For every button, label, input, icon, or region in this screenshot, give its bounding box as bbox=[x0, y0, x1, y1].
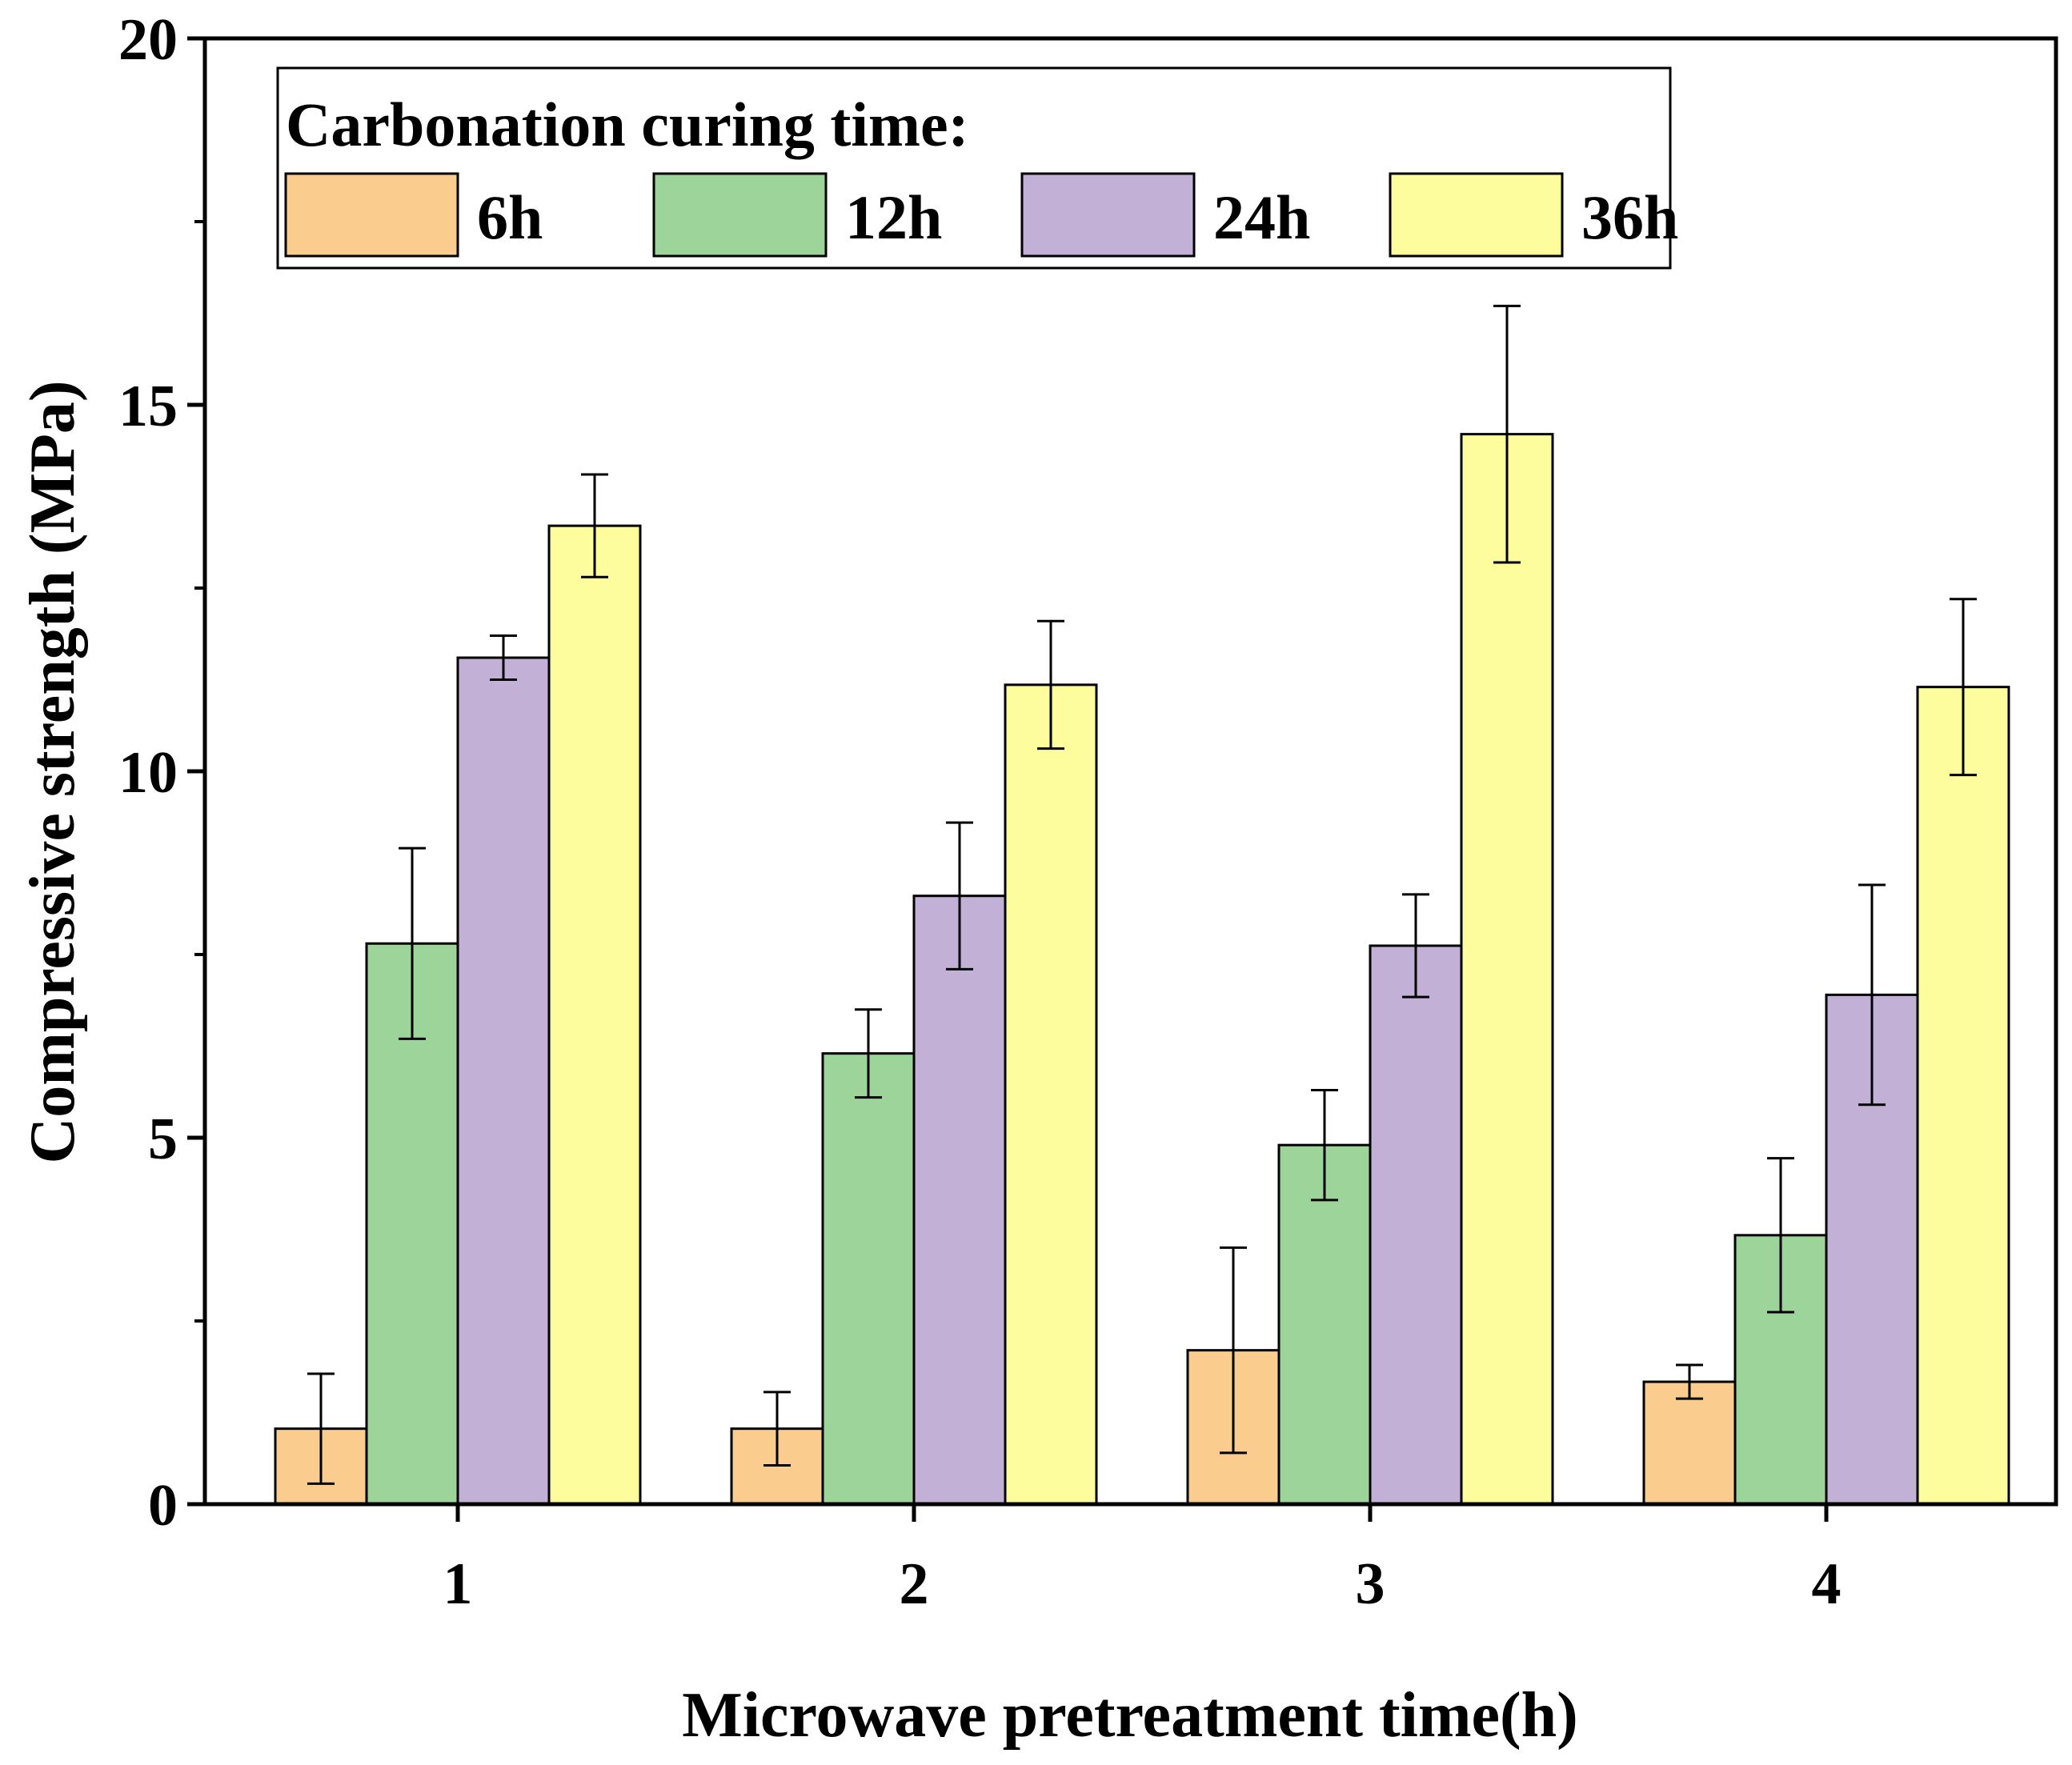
legend-item-24h: 24h bbox=[1020, 172, 1310, 258]
error-bar-12h-cat-3 bbox=[1311, 1088, 1338, 1202]
error-bar-24h-cat-1 bbox=[490, 634, 517, 681]
bar-6h-cat-4 bbox=[1642, 1380, 1737, 1506]
bar-36h-cat-2 bbox=[1004, 683, 1098, 1506]
legend-items: 6h 12h 24h 36h bbox=[284, 172, 1678, 258]
legend-item-36h: 36h bbox=[1389, 172, 1678, 258]
x-tick-label: 3 bbox=[1356, 1551, 1385, 1617]
y-tick-label: 20 bbox=[118, 7, 178, 73]
y-tick-label: 15 bbox=[118, 374, 178, 439]
y-tick-label: 5 bbox=[148, 1107, 178, 1172]
error-bar-24h-cat-2 bbox=[946, 821, 973, 971]
legend-swatch bbox=[652, 172, 828, 258]
error-bar-12h-cat-1 bbox=[399, 846, 426, 1040]
y-axis-tick-labels: 0 5 10 15 20 bbox=[118, 7, 178, 1539]
bar-24h-cat-1 bbox=[456, 656, 551, 1506]
error-bar-36h-cat-3 bbox=[1493, 304, 1521, 564]
error-bar-12h-cat-2 bbox=[855, 1008, 882, 1099]
y-tick-label: 0 bbox=[148, 1473, 178, 1539]
x-tick-label: 4 bbox=[1812, 1551, 1842, 1617]
legend-item-6h: 6h bbox=[284, 172, 543, 258]
error-bar-24h-cat-4 bbox=[1858, 883, 1886, 1107]
error-bar-36h-cat-2 bbox=[1037, 619, 1064, 750]
axis-ticks bbox=[187, 36, 1829, 1522]
legend: Carbonation curing time: 6h 12h 24h 36h bbox=[276, 66, 1678, 270]
legend-label: 12h bbox=[845, 182, 942, 252]
bar-36h-cat-3 bbox=[1460, 433, 1554, 1506]
legend-label: 24h bbox=[1213, 182, 1310, 252]
error-bars-layer bbox=[307, 304, 1977, 1485]
error-bar-6h-cat-3 bbox=[1220, 1246, 1247, 1455]
bar-12h-cat-2 bbox=[821, 1052, 916, 1506]
error-bar-6h-cat-1 bbox=[307, 1372, 335, 1485]
y-axis-title: Compressive strength (MPa) bbox=[18, 380, 88, 1163]
legend-label: 6h bbox=[477, 182, 543, 252]
bar-36h-cat-1 bbox=[547, 524, 642, 1506]
y-tick-label: 10 bbox=[118, 740, 178, 806]
bar-24h-cat-3 bbox=[1369, 944, 1463, 1506]
error-bar-6h-cat-4 bbox=[1676, 1363, 1703, 1400]
bar-36h-cat-4 bbox=[1916, 686, 2010, 1506]
legend-swatch bbox=[284, 172, 459, 258]
legend-title: Carbonation curing time: bbox=[286, 90, 969, 159]
legend-item-12h: 12h bbox=[652, 172, 942, 258]
x-tick-label: 2 bbox=[900, 1551, 929, 1617]
x-tick-label: 1 bbox=[443, 1551, 473, 1617]
x-axis-title: Microwave pretreatment time(h) bbox=[682, 1680, 1578, 1751]
legend-swatch bbox=[1020, 172, 1196, 258]
legend-label: 36h bbox=[1581, 182, 1678, 252]
legend-swatch bbox=[1389, 172, 1564, 258]
error-bar-12h-cat-4 bbox=[1767, 1157, 1794, 1314]
error-bar-24h-cat-3 bbox=[1402, 893, 1429, 999]
bar-24h-cat-2 bbox=[912, 895, 1007, 1506]
error-bar-6h-cat-2 bbox=[763, 1391, 791, 1467]
x-axis-tick-labels: 1 2 3 4 bbox=[443, 1551, 1842, 1617]
error-bar-36h-cat-1 bbox=[581, 473, 608, 578]
error-bar-36h-cat-4 bbox=[1950, 598, 1977, 777]
